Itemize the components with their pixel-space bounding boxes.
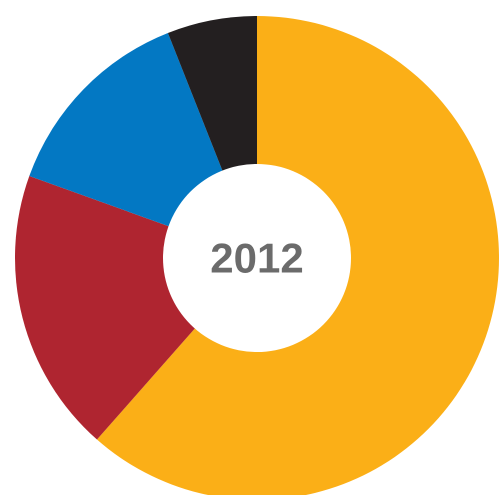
donut-hole xyxy=(163,164,351,352)
center-year-label: 2012 xyxy=(210,235,303,282)
